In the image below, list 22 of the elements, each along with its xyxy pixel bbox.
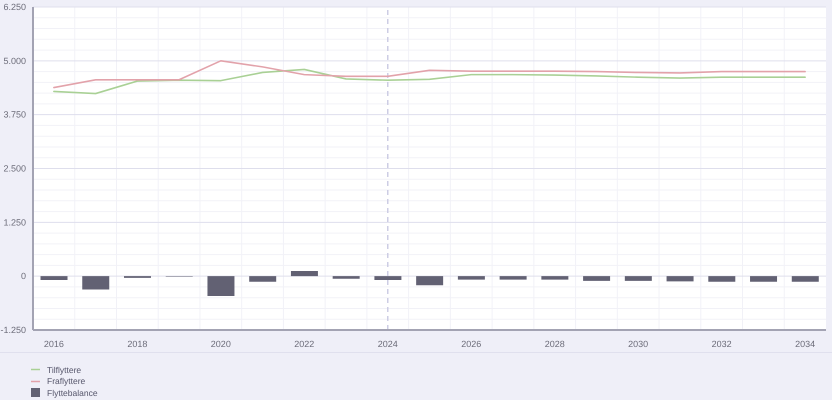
y-tick-label: 1.250 (3, 217, 26, 228)
x-tick-label: 2022 (294, 339, 314, 349)
y-tick-label: 0 (20, 271, 26, 282)
x-tick-label: 2016 (44, 339, 64, 349)
x-tick-label: 2020 (210, 339, 231, 349)
x-tick-label: 2030 (628, 339, 648, 349)
x-tick-label: 2024 (378, 339, 398, 349)
legend-label: Tilflyttere (47, 364, 82, 375)
legend-label: Fraflyttere (47, 376, 86, 386)
x-tick-label: 2018 (127, 339, 148, 349)
y-tick-label: 6.250 (3, 2, 26, 12)
x-tick-label: 2026 (461, 339, 482, 349)
line-series (53, 60, 806, 88)
y-tick-label: 5.000 (3, 56, 26, 66)
y-tick-label: 2.500 (3, 164, 26, 174)
x-tick-label: 2028 (544, 339, 565, 349)
legend-label: Flyttebalance (47, 388, 98, 398)
y-tick-label: -1.250 (0, 325, 26, 335)
x-tick-label: 2032 (712, 339, 732, 349)
line-series (53, 68, 806, 94)
y-tick-label: 3.750 (3, 110, 26, 120)
x-tick-label: 2034 (795, 339, 816, 349)
